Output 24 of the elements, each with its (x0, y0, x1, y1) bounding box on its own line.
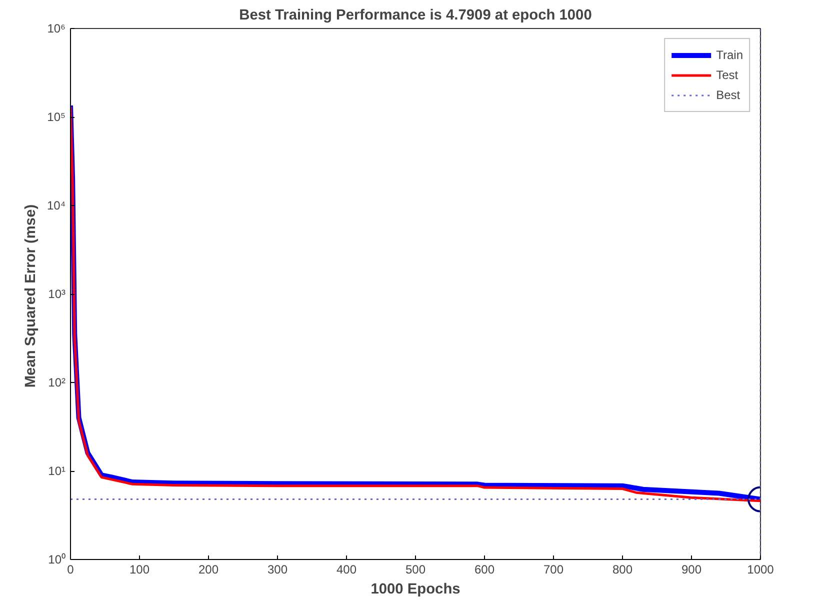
chart-title: Best Training Performance is 4.7909 at epoch 1000 (239, 8, 592, 24)
x-tick-label: 1000 (747, 562, 774, 576)
legend-label: Train (716, 48, 743, 62)
y-axis-title: Mean Squared Error (mse) (22, 204, 39, 388)
x-tick-label: 100 (129, 562, 150, 576)
y-tick-label: 10⁴ (46, 198, 66, 212)
x-tick-label: 800 (612, 562, 633, 576)
x-tick-label: 700 (543, 562, 564, 576)
y-tick-label: 10⁰ (48, 552, 66, 566)
y-tick-label: 10⁵ (47, 110, 66, 124)
x-tick-label: 0 (67, 562, 74, 576)
x-tick-label: 900 (681, 562, 702, 576)
x-tick-label: 500 (405, 562, 426, 576)
y-tick-label: 10³ (48, 287, 66, 301)
y-tick-label: 10² (48, 376, 66, 390)
x-tick-label: 200 (198, 562, 219, 576)
y-tick-label: 10¹ (48, 464, 66, 478)
legend-label: Best (716, 88, 740, 102)
y-tick-label: 10⁶ (47, 22, 66, 36)
x-tick-label: 600 (474, 562, 495, 576)
legend-label: Test (716, 68, 738, 82)
x-tick-label: 300 (267, 562, 288, 576)
x-tick-label: 400 (336, 562, 357, 576)
x-axis-title: 1000 Epochs (370, 582, 460, 598)
